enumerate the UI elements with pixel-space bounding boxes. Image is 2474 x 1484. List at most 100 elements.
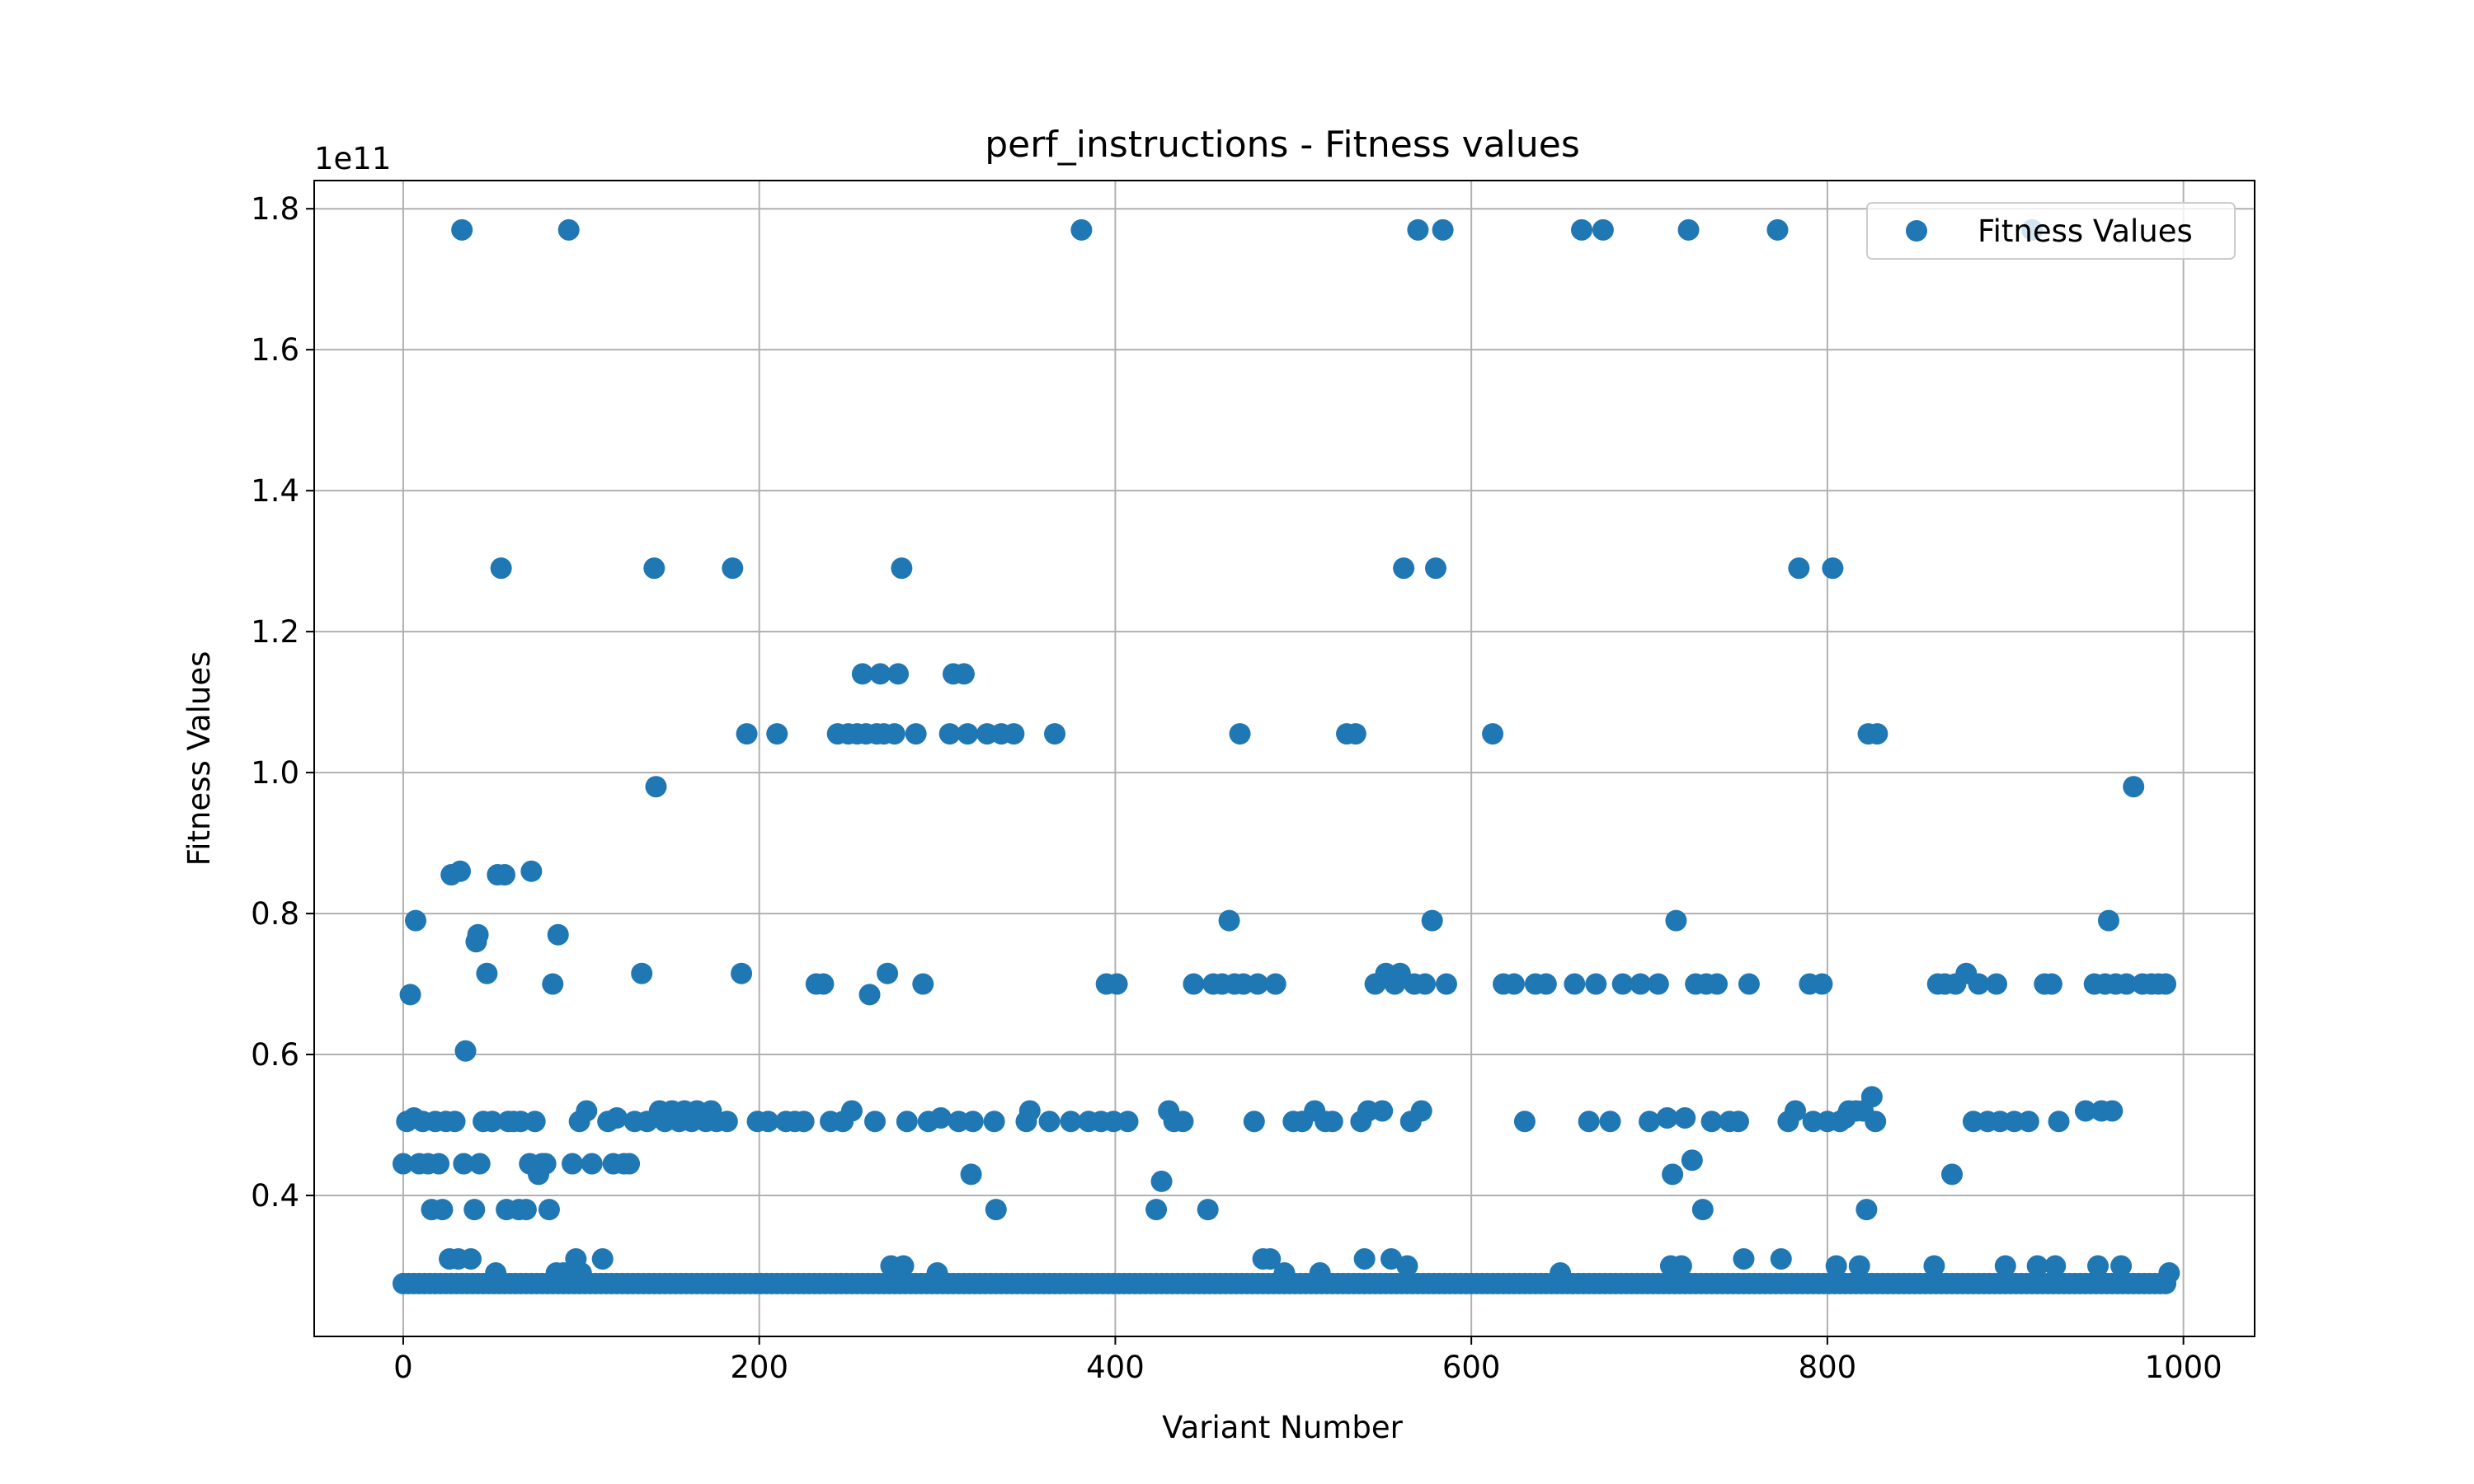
data-point xyxy=(926,1262,948,1284)
data-point xyxy=(2101,1100,2124,1122)
data-point xyxy=(1860,1086,1883,1108)
data-point xyxy=(1229,723,1251,745)
data-point xyxy=(1923,1255,1945,1277)
data-point xyxy=(2097,909,2119,932)
data-point xyxy=(1003,723,1025,745)
data-point xyxy=(1344,723,1366,745)
data-point xyxy=(515,1199,537,1221)
data-point xyxy=(1038,1111,1061,1133)
y-tick-label: 0.4 xyxy=(251,1178,299,1214)
y-tick-label: 0.6 xyxy=(251,1037,299,1073)
data-point xyxy=(1656,1106,1678,1129)
data-point xyxy=(1321,1111,1343,1133)
y-tick-label: 1.0 xyxy=(251,755,299,791)
data-point xyxy=(534,1153,557,1175)
data-point xyxy=(892,1255,915,1277)
data-point xyxy=(1482,723,1504,745)
x-tick-label: 1000 xyxy=(2145,1350,2222,1385)
data-point xyxy=(463,1199,486,1221)
data-point xyxy=(1822,557,1844,580)
data-point xyxy=(1571,218,1593,241)
data-point xyxy=(858,984,881,1006)
data-point xyxy=(1856,1199,1878,1221)
data-point xyxy=(757,1111,779,1133)
data-point xyxy=(643,557,666,580)
data-point xyxy=(905,723,927,745)
data-point xyxy=(576,1100,598,1122)
data-point xyxy=(896,1111,918,1133)
data-point xyxy=(468,1153,491,1175)
data-point xyxy=(1941,1163,1964,1186)
data-points xyxy=(392,218,2180,1294)
data-point xyxy=(812,973,835,995)
data-point xyxy=(1183,973,1205,995)
data-point xyxy=(957,723,979,745)
data-point xyxy=(520,860,543,882)
data-point xyxy=(581,1153,603,1175)
legend-label: Fitness Values xyxy=(1978,214,2193,249)
data-point xyxy=(2048,1111,2070,1133)
data-point xyxy=(1733,1247,1755,1270)
data-point xyxy=(524,1111,546,1133)
y-axis-offset-label: 1e11 xyxy=(314,141,391,176)
data-point xyxy=(1259,1247,1282,1270)
data-point xyxy=(2074,1100,2096,1122)
data-point xyxy=(840,1100,863,1122)
data-point xyxy=(1770,1247,1792,1270)
data-point xyxy=(1410,1100,1432,1122)
data-point xyxy=(1592,218,1614,241)
data-point xyxy=(1550,1262,1572,1284)
data-point xyxy=(863,1111,886,1133)
x-tick-label: 0 xyxy=(393,1350,413,1385)
data-point xyxy=(399,984,421,1006)
data-point xyxy=(481,1111,503,1133)
data-point xyxy=(562,1153,584,1175)
data-point xyxy=(1535,973,1557,995)
data-point xyxy=(1106,973,1128,995)
data-point xyxy=(1825,1255,1847,1277)
data-point xyxy=(1424,557,1446,580)
data-point xyxy=(1785,1100,1807,1122)
data-point xyxy=(716,1111,738,1133)
data-point xyxy=(938,723,961,745)
data-point xyxy=(912,973,934,995)
data-point xyxy=(1513,1111,1536,1133)
data-point xyxy=(405,909,427,932)
x-axis-label: Variant Number xyxy=(1162,1410,1403,1445)
data-point xyxy=(392,1153,414,1175)
data-point xyxy=(1681,1149,1703,1172)
data-point xyxy=(1811,973,1833,995)
data-point xyxy=(1371,1100,1394,1122)
data-point xyxy=(1848,1255,1870,1277)
data-point xyxy=(631,962,653,984)
data-point xyxy=(570,1262,592,1284)
data-point xyxy=(605,1106,628,1129)
data-point xyxy=(1677,218,1700,241)
data-point xyxy=(453,1153,475,1175)
data-point xyxy=(1611,973,1634,995)
data-point xyxy=(547,923,569,946)
data-point xyxy=(1691,1199,1714,1221)
data-point xyxy=(1396,1255,1418,1277)
data-point xyxy=(1243,1111,1265,1133)
data-point xyxy=(929,1106,952,1129)
data-point xyxy=(1564,973,1586,995)
data-point xyxy=(1670,1255,1692,1277)
data-point xyxy=(1968,973,1990,995)
data-point xyxy=(2123,776,2145,798)
data-point xyxy=(1674,1106,1696,1129)
data-point xyxy=(1060,1111,1082,1133)
data-point xyxy=(1172,1111,1194,1133)
data-point xyxy=(869,663,891,685)
chart-title: perf_instructions - Fitness values xyxy=(985,124,1580,166)
data-point xyxy=(1985,973,2007,995)
data-point xyxy=(1866,723,1888,745)
data-point xyxy=(1070,218,1093,241)
data-point xyxy=(877,962,899,984)
data-point xyxy=(1435,973,1457,995)
data-point xyxy=(952,663,975,685)
legend-marker xyxy=(1906,220,1927,242)
data-point xyxy=(1380,1247,1403,1270)
data-point xyxy=(736,723,758,745)
data-point xyxy=(449,860,472,882)
